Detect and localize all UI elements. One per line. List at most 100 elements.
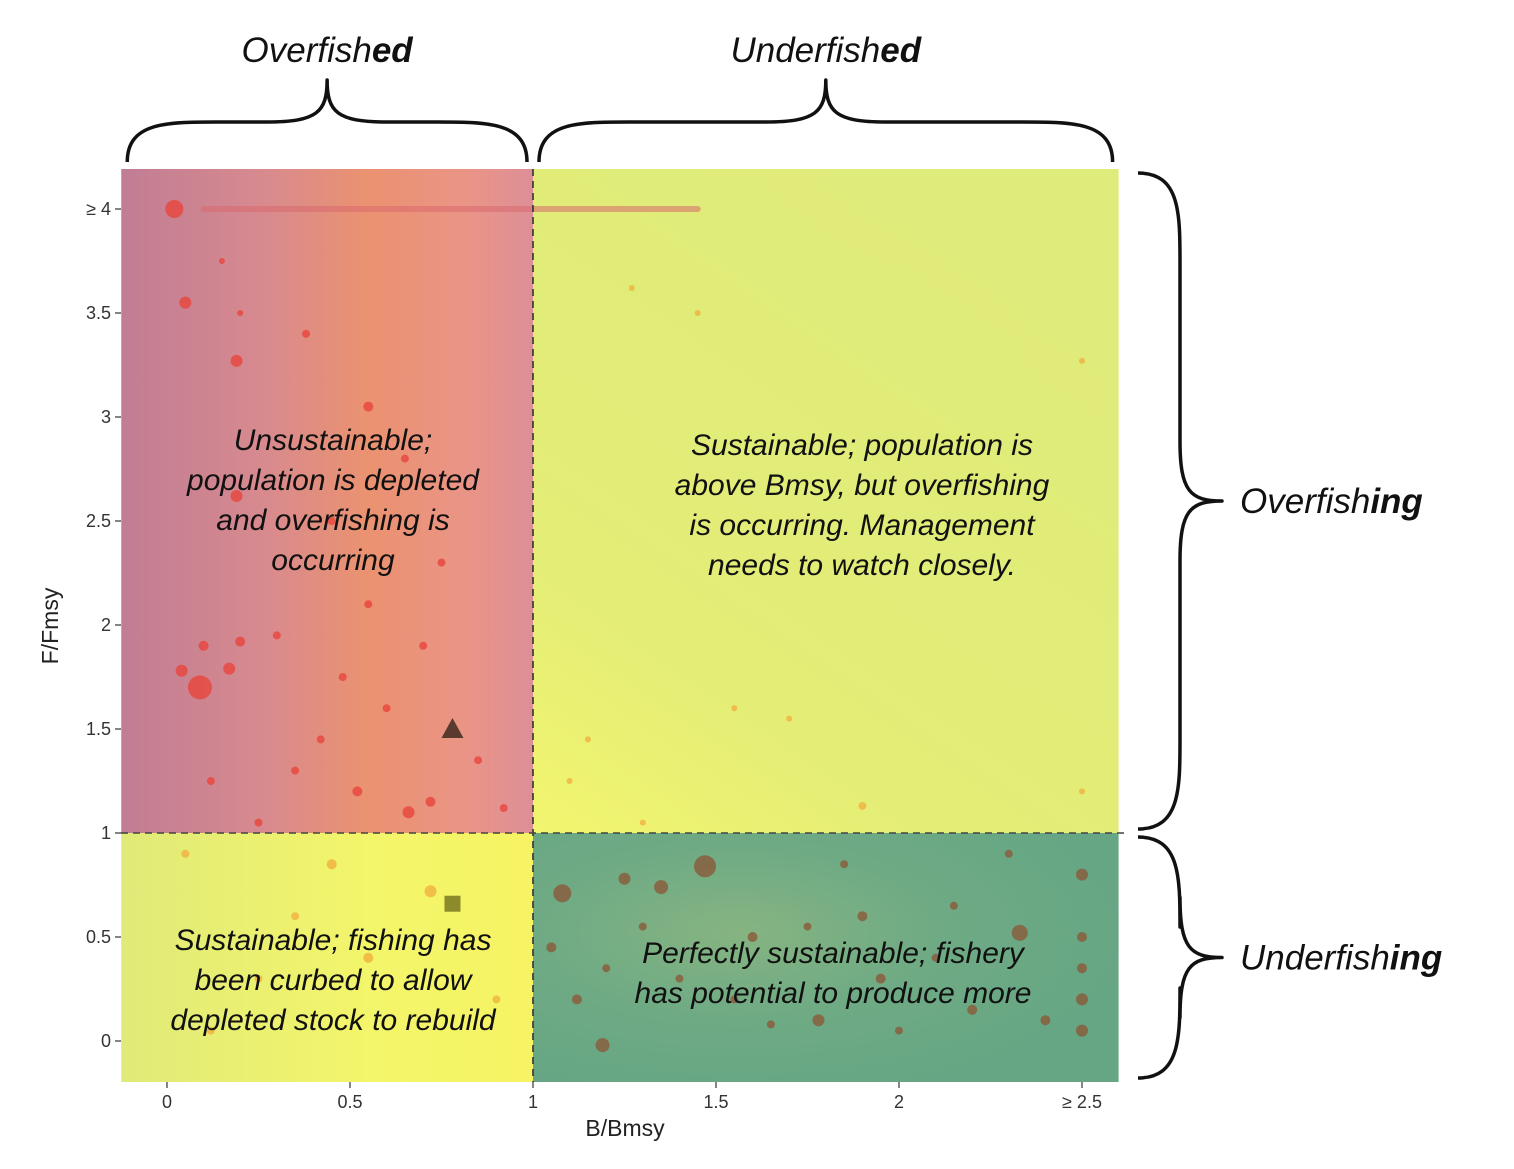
axes-layer: 0 0.5 1 1.5 2 ≥ 2.5 0 0.5 1 1.5 2 2.5 3 3.5 ≥ 4 bbox=[86, 199, 1102, 1112]
x-tick-label: 0.5 bbox=[337, 1092, 362, 1112]
reference-lines-layer bbox=[121, 169, 1129, 1082]
data-point bbox=[571, 994, 582, 1005]
data-point bbox=[424, 885, 437, 898]
bracket-label-plain: Overfish bbox=[1240, 482, 1370, 521]
x-tick-label: ≥ 2.5 bbox=[1062, 1092, 1102, 1112]
data-point bbox=[402, 806, 415, 819]
data-point bbox=[474, 756, 483, 765]
quadrant-label-underfished-overfishing: Sustainable; population is above Bmsy, bu… bbox=[675, 429, 1050, 582]
data-point bbox=[230, 490, 243, 503]
bracket-top-underfished bbox=[537, 78, 1115, 163]
data-point bbox=[1077, 932, 1087, 942]
data-point bbox=[218, 258, 225, 264]
quadrant-label-line: Sustainable; population is bbox=[691, 429, 1033, 462]
data-point bbox=[949, 901, 958, 910]
data-point bbox=[931, 953, 940, 962]
data-point bbox=[786, 715, 793, 722]
data-point bbox=[291, 766, 300, 775]
quadrant-overfished-underfishing bbox=[121, 833, 533, 1082]
data-point bbox=[230, 354, 243, 367]
data-point bbox=[803, 922, 812, 931]
data-point bbox=[1040, 1015, 1051, 1026]
bracket-right-overfishing bbox=[1137, 171, 1224, 831]
data-point bbox=[731, 705, 738, 712]
quadrant-label-line: occurring bbox=[271, 544, 395, 577]
data-point bbox=[326, 859, 337, 870]
data-point bbox=[638, 922, 647, 931]
data-point bbox=[566, 778, 573, 784]
bracket-label-right: Underfishing bbox=[1240, 939, 1442, 978]
data-point bbox=[291, 912, 300, 921]
x-tick-label: 1 bbox=[528, 1092, 538, 1112]
data-point bbox=[206, 777, 215, 785]
quadrant-label-overfished-underfishing: Sustainable; fishing has been curbed to a… bbox=[170, 924, 497, 1037]
data-point bbox=[175, 664, 188, 677]
data-point bbox=[694, 310, 701, 316]
highlight-square-marker bbox=[444, 895, 461, 912]
data-point bbox=[492, 995, 501, 1004]
highlight-triangle-marker bbox=[441, 718, 464, 738]
data-point bbox=[327, 517, 336, 525]
data-point bbox=[1076, 1024, 1088, 1037]
data-point bbox=[382, 704, 391, 713]
data-point bbox=[675, 974, 684, 983]
data-point bbox=[546, 942, 557, 953]
data-point bbox=[179, 296, 192, 309]
quadrant-label-line: Sustainable; fishing has bbox=[175, 924, 492, 957]
data-point bbox=[1011, 924, 1028, 941]
data-point bbox=[1077, 963, 1087, 974]
data-point bbox=[857, 911, 868, 922]
y-tick-label: 2 bbox=[101, 615, 111, 635]
data-point bbox=[730, 995, 739, 1004]
data-point bbox=[223, 662, 236, 675]
bracket-right-underfishing bbox=[1137, 835, 1224, 1080]
data-point bbox=[812, 1014, 825, 1027]
quadrant-label-line: above Bmsy, but overfishing bbox=[675, 469, 1050, 502]
data-point bbox=[595, 1038, 610, 1053]
y-tick-label: ≥ 4 bbox=[86, 199, 111, 219]
x-tick-label: 1.5 bbox=[703, 1092, 728, 1112]
data-point bbox=[181, 849, 190, 858]
bracket-label-bold: ing bbox=[1390, 939, 1442, 978]
data-point bbox=[618, 872, 631, 885]
bracket-label-plain: Underfish bbox=[730, 31, 880, 70]
data-point bbox=[639, 819, 646, 826]
quadrant-layer bbox=[121, 169, 1119, 1082]
data-point bbox=[499, 804, 508, 813]
bracket-label-top: Overfished bbox=[242, 31, 414, 70]
data-point bbox=[1004, 849, 1013, 858]
y-tick-label: 2.5 bbox=[86, 511, 111, 531]
y-tick-label: 1.5 bbox=[86, 719, 111, 739]
data-point bbox=[425, 796, 436, 807]
data-point bbox=[272, 631, 281, 640]
data-point bbox=[254, 974, 263, 983]
bracket-label-plain: Underfish bbox=[1240, 939, 1390, 978]
data-point bbox=[654, 880, 669, 895]
data-point bbox=[895, 1026, 903, 1035]
quadrant-label-line: Unsustainable; bbox=[234, 424, 432, 457]
quadrant-label-line: is occurring. Management bbox=[689, 509, 1036, 542]
quadrant-label-line: and overfishing is bbox=[216, 504, 449, 537]
data-point bbox=[628, 285, 635, 292]
data-point bbox=[694, 855, 717, 878]
brackets-layer: Overfished UnderfishedOverfishingUnderfis… bbox=[125, 31, 1442, 1080]
bracket-label-bold: ed bbox=[880, 31, 921, 70]
data-point bbox=[840, 860, 849, 869]
data-point bbox=[363, 952, 374, 963]
quadrant-label-line: Perfectly sustainable; fishery bbox=[642, 937, 1026, 970]
y-tick-label: 3 bbox=[101, 407, 111, 427]
data-points-layer bbox=[165, 200, 1088, 1053]
y-tick-label: 3.5 bbox=[86, 303, 111, 323]
x-axis-title: B/Bmsy bbox=[585, 1115, 665, 1141]
data-point bbox=[316, 735, 325, 744]
data-point bbox=[602, 964, 611, 973]
data-point bbox=[302, 329, 311, 338]
bracket-label-top: Underfished bbox=[730, 31, 921, 70]
data-point bbox=[1079, 357, 1085, 364]
quadrant-label-line: needs to watch closely. bbox=[708, 549, 1016, 582]
x-tick-label: 2 bbox=[894, 1092, 904, 1112]
y-tick-label: 0 bbox=[101, 1031, 111, 1051]
data-point bbox=[198, 640, 209, 651]
x-tick-label: 0 bbox=[162, 1092, 172, 1112]
